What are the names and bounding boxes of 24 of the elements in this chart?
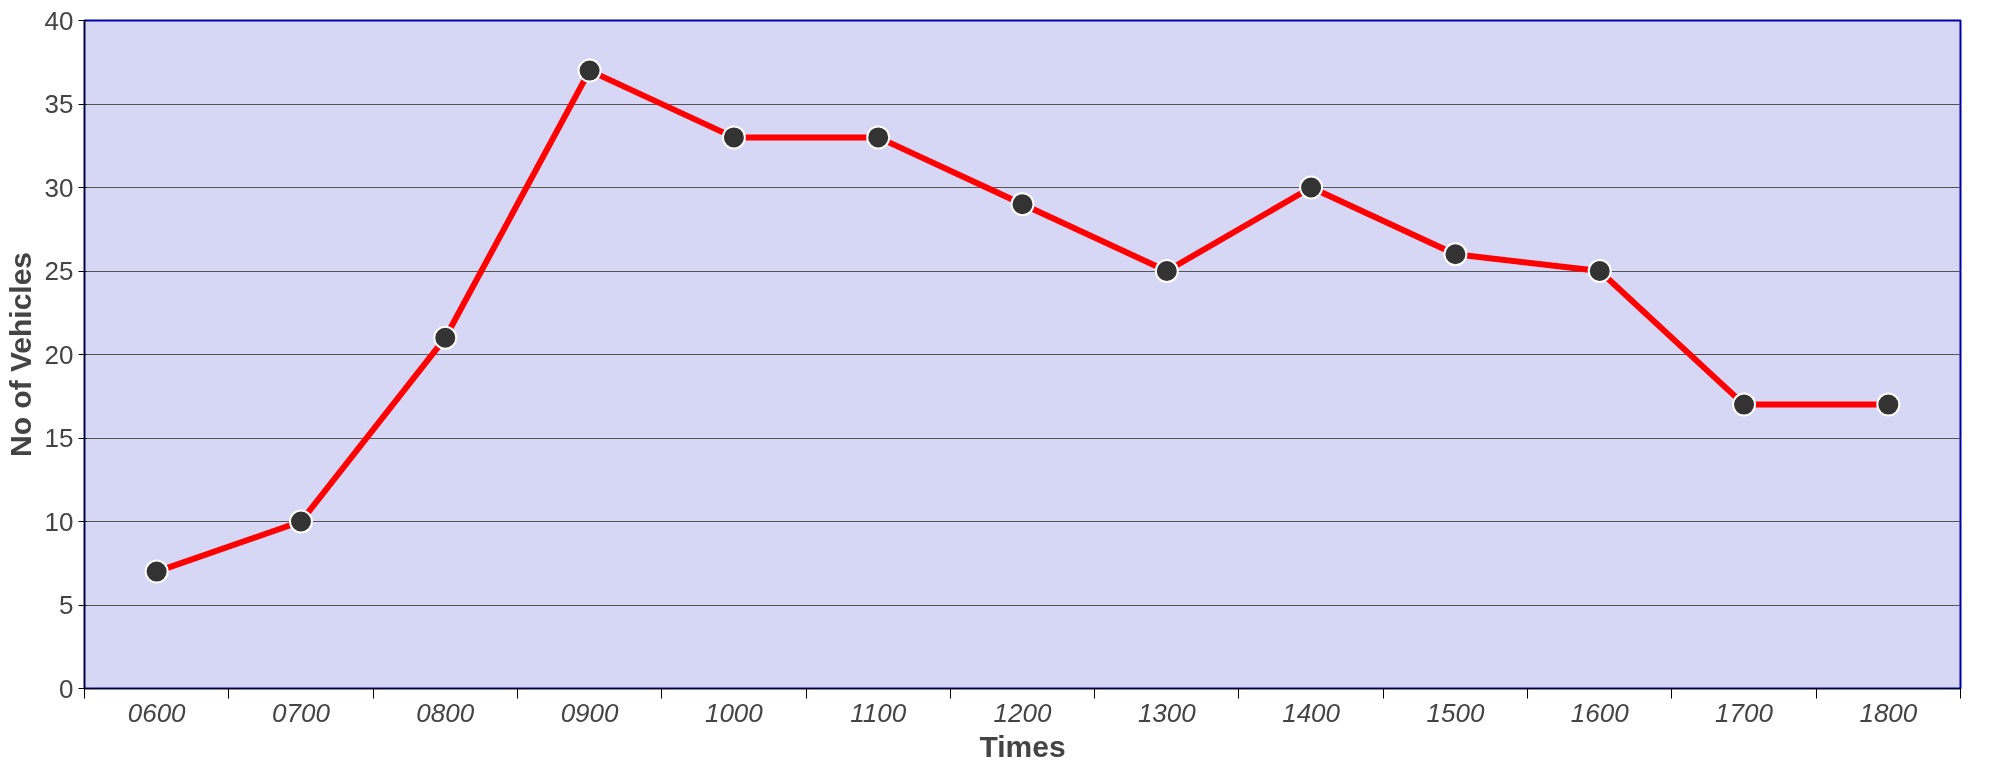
x-tick-label: 1700 (1715, 697, 1774, 728)
y-tick-label: 35 (44, 89, 74, 119)
x-tick-label: 0900 (560, 697, 620, 728)
x-tick-label: 1000 (704, 697, 764, 728)
y-tick-label: 40 (44, 5, 74, 36)
y-tick-label: 5 (59, 590, 74, 620)
x-tick-label: 0700 (272, 697, 331, 728)
x-tick-label: 0800 (416, 697, 475, 728)
x-tick-label: 1400 (1282, 697, 1341, 728)
x-tick-label: 1500 (1426, 697, 1485, 728)
x-tick-label: 1100 (850, 697, 907, 728)
x-tick-label: 1300 (1137, 697, 1197, 728)
x-axis-title: Times (979, 729, 1066, 763)
x-tick-label: 1800 (1859, 697, 1918, 728)
y-axis-title: No of Vehicles (3, 251, 37, 458)
y-tick-label: 25 (44, 256, 74, 286)
y-tick-label: 15 (44, 423, 74, 453)
y-tick-label: 30 (44, 172, 74, 203)
x-tick-label: 1600 (1570, 697, 1630, 728)
x-tick-label: 0600 (127, 697, 187, 728)
y-tick-label: 0 (59, 673, 74, 704)
y-tick-label: 20 (44, 339, 74, 370)
x-tick-label: 1200 (993, 697, 1052, 728)
y-tick-label: 10 (44, 506, 74, 537)
